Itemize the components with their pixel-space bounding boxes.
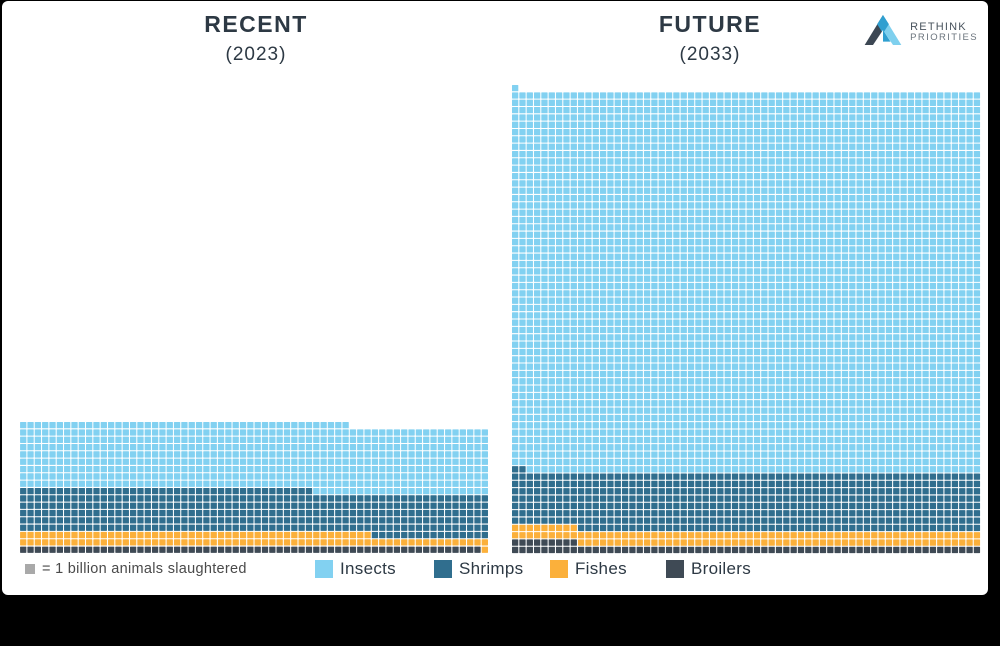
legend-label-insects: Insects <box>340 559 396 578</box>
future-year: (2033) <box>679 44 741 65</box>
recent-year: (2023) <box>225 44 287 65</box>
legend-item-fishes: Fishes <box>550 559 627 579</box>
future-title: FUTURE <box>658 11 762 37</box>
unit-legend: = 1 billion animals slaughtered <box>25 561 247 577</box>
rethink-priorities-logo-icon <box>863 13 903 52</box>
legend-item-insects: Insects <box>315 559 396 579</box>
unit-square-icon <box>25 564 35 574</box>
waffle-chart-future <box>512 84 981 559</box>
recent-panel-title: RECENT (2023) <box>2 11 510 66</box>
legend-item-broilers: Broilers <box>666 559 751 579</box>
waffle-chart-recent <box>20 422 489 559</box>
infographic-card: RECENT (2023) FUTURE (2033) RETHINK PRIO… <box>2 1 988 595</box>
rethink-priorities-logo: RETHINK PRIORITIES <box>863 13 978 52</box>
legend-item-shrimps: Shrimps <box>434 559 523 579</box>
logo-line1: RETHINK <box>910 20 967 33</box>
legend-label-fishes: Fishes <box>575 559 627 578</box>
legend-swatch-broilers-icon <box>666 560 684 578</box>
legend-label-broilers: Broilers <box>691 559 752 578</box>
logo-line2: PRIORITIES <box>910 32 978 44</box>
legend-label-shrimps: Shrimps <box>459 559 524 578</box>
legend-swatch-shrimps-icon <box>434 560 452 578</box>
recent-title: RECENT <box>204 11 308 37</box>
legend-swatch-insects-icon <box>315 560 333 578</box>
unit-legend-text: = 1 billion animals slaughtered <box>42 561 247 577</box>
legend-bar: = 1 billion animals slaughtered Insects … <box>2 559 988 587</box>
future-panel-title: FUTURE (2033) <box>510 11 910 66</box>
legend-swatch-fishes-icon <box>550 560 568 578</box>
logo-text: RETHINK PRIORITIES <box>910 21 978 45</box>
